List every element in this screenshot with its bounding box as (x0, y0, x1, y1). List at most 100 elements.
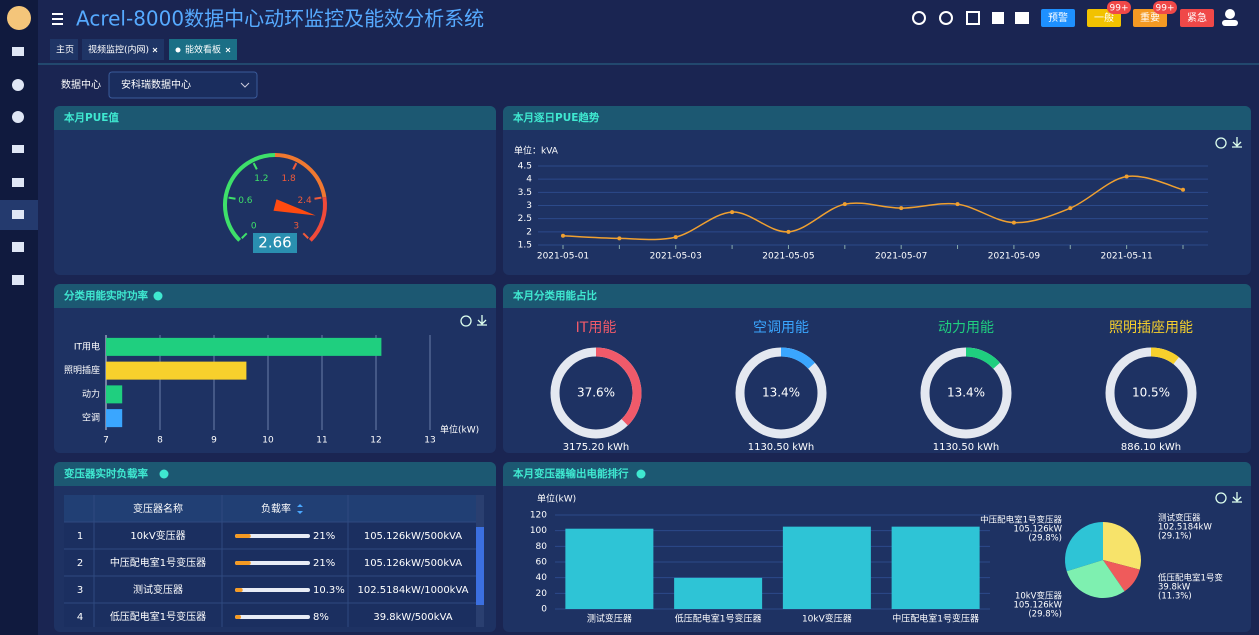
table-header (64, 495, 476, 522)
gauge-tick-label: 1.2 (254, 174, 268, 184)
bar (565, 528, 654, 609)
pie-label-name: 中压配电室1号变压器 (980, 515, 1062, 526)
pie-slice (1064, 522, 1103, 572)
cell-no: 3 (77, 585, 83, 596)
x-tick-label: 11 (316, 436, 327, 446)
x-tick-label: 测试变压器 (587, 613, 632, 625)
x-tick-label: 12 (370, 436, 381, 446)
pie-label-pct: (29.1%) (1158, 532, 1192, 542)
load-bar (235, 588, 243, 592)
menu-icon[interactable] (12, 111, 24, 123)
cell-name: 测试变压器 (133, 583, 183, 596)
badge-label: 99+ (1156, 4, 1175, 14)
menu-icon[interactable] (12, 275, 24, 285)
font-icon[interactable] (992, 12, 1004, 24)
user-icon[interactable] (1222, 20, 1238, 26)
alert-button[interactable] (1180, 9, 1214, 27)
menu-icon[interactable] (12, 210, 24, 219)
donut-energy: 886.10 kWh (1121, 442, 1181, 453)
y-tick-label: 60 (536, 558, 548, 568)
fullscreen-icon[interactable] (966, 11, 980, 25)
tab[interactable] (50, 39, 78, 60)
donut-title: IT用能 (576, 320, 617, 336)
donut-value: 37.6% (577, 386, 615, 400)
hamburger[interactable] (52, 13, 63, 25)
tab[interactable] (169, 39, 237, 60)
menu-icon[interactable] (12, 79, 24, 91)
sort-icon[interactable] (297, 504, 303, 514)
trend-point (1068, 206, 1073, 211)
download-icon[interactable] (1232, 137, 1242, 148)
refresh-icon[interactable] (460, 315, 472, 327)
cell-capacity: 102.5184kW/1000kVA (357, 585, 468, 596)
menu-icon[interactable] (12, 178, 24, 187)
trend-point (1181, 187, 1185, 192)
donut-arc (550, 347, 642, 439)
alert-button[interactable] (1041, 9, 1075, 27)
y-tick-label: 0 (541, 605, 547, 615)
cell-capacity: 105.126kW/500kVA (364, 531, 462, 542)
menu-icon[interactable] (12, 145, 24, 153)
refresh-icon[interactable] (1215, 492, 1227, 504)
panel-header (54, 284, 496, 308)
panel-header (54, 106, 496, 130)
gauge-tick-label: 1.8 (281, 174, 296, 184)
pie-label-name: 10kV变压器 (1015, 591, 1063, 602)
cell-name: 10kV变压器 (130, 529, 185, 542)
load-bar (235, 615, 241, 619)
gauge-tick (241, 232, 248, 239)
select[interactable] (108, 71, 258, 99)
refresh-icon[interactable] (1215, 137, 1227, 149)
alert-button-label: 一般 (1094, 11, 1114, 24)
y-tick-label: IT用电 (74, 340, 100, 352)
y-tick-label: 照明插座 (64, 364, 100, 376)
x-tick-label: 2021-05-05 (762, 252, 814, 262)
gauge-arc (274, 153, 327, 198)
app-title: Acrel-8000数据中心动环监控及能效分析系统 (76, 7, 484, 31)
tab-label: 视频监控(内网) (88, 44, 149, 56)
gauge-tick (292, 162, 298, 170)
alert-button-label: 预警 (1048, 11, 1068, 24)
panel-header (54, 462, 496, 486)
gauge-tick-label: 0 (251, 222, 257, 232)
trend-point (561, 233, 565, 238)
skin-icon[interactable] (1015, 12, 1029, 24)
avatar[interactable] (7, 6, 31, 30)
download-icon[interactable] (1232, 492, 1242, 503)
load-track (235, 588, 310, 592)
user-icon[interactable] (1225, 9, 1235, 19)
panel-header (503, 106, 1251, 130)
select-value: 安科瑞数据中心 (121, 78, 191, 91)
tab[interactable] (82, 39, 164, 60)
x-tick-label: 中压配电室1号变压器 (892, 613, 979, 625)
unit-label: 单位(kW) (537, 493, 576, 505)
pie-label-kw: 102.5184kW (1158, 523, 1212, 533)
trend-point (673, 235, 678, 240)
gauge-value: 2.66 (258, 234, 291, 252)
pie-label-kw: 105.126kW (1014, 601, 1063, 611)
load-track (235, 534, 310, 538)
load-bar (235, 534, 251, 538)
tab-close[interactable] (225, 47, 231, 53)
donut-arc (735, 347, 827, 439)
scrollbar-thumb[interactable] (476, 527, 484, 605)
menu-icon[interactable] (12, 47, 24, 56)
bar (674, 577, 763, 609)
panel (503, 284, 1251, 453)
x-tick-label: 8 (157, 436, 163, 446)
load-track (235, 561, 310, 565)
select-caret (240, 82, 250, 88)
download-icon[interactable] (477, 315, 487, 326)
x-tick-label: 7 (103, 436, 109, 446)
search-icon[interactable] (912, 11, 926, 25)
menu-icon[interactable] (12, 242, 24, 252)
gauge-tick (228, 196, 236, 200)
tab-close[interactable] (152, 47, 158, 53)
refresh-icon[interactable] (939, 11, 953, 25)
column-header: 负载率 (261, 502, 291, 515)
pie-slice (1103, 560, 1140, 592)
donut-energy: 3175.20 kWh (563, 442, 630, 453)
donut-title: 动力用能 (938, 320, 994, 336)
load-track (235, 615, 310, 619)
x-tick-label: 10kV变压器 (802, 613, 852, 625)
